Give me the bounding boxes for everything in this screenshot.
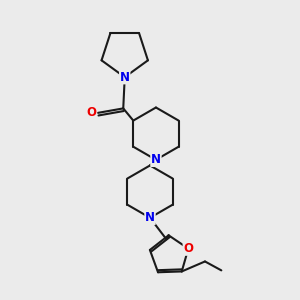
Text: O: O <box>86 106 96 119</box>
Text: N: N <box>151 153 161 166</box>
Text: N: N <box>145 211 155 224</box>
Text: O: O <box>183 242 193 255</box>
Text: N: N <box>120 71 130 84</box>
